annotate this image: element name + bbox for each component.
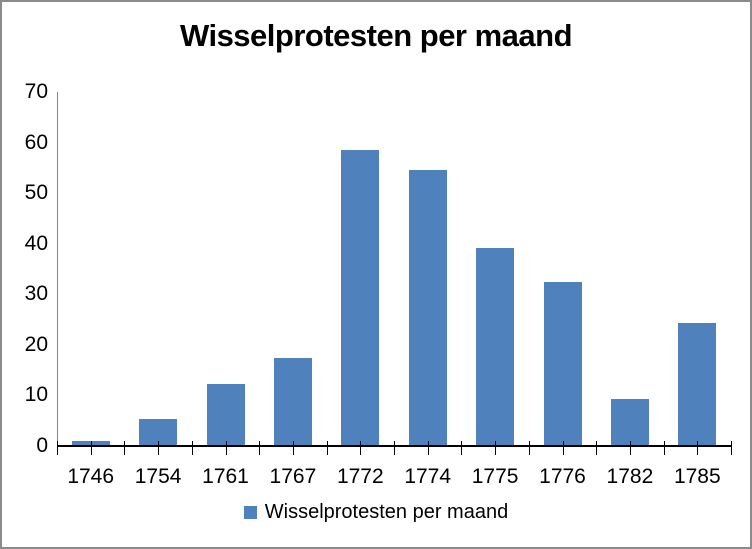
bar-1774 — [408, 170, 447, 446]
x-axis-tick — [596, 441, 598, 455]
x-axis-label-1746: 1746 — [67, 465, 115, 488]
x-axis-tick — [225, 441, 227, 455]
x-axis-tick — [90, 441, 92, 455]
bar-1772 — [341, 150, 380, 446]
y-axis-label-0: 0 — [36, 434, 48, 457]
x-axis-label-1767: 1767 — [269, 465, 317, 488]
y-axis-label-30: 30 — [24, 282, 48, 306]
bar-1761 — [206, 384, 245, 446]
y-axis-label-50: 50 — [24, 181, 48, 205]
x-axis-label-1754: 1754 — [134, 465, 182, 488]
x-axis-label-1785: 1785 — [673, 465, 721, 488]
x-axis-label-1776: 1776 — [539, 465, 586, 488]
y-axis-label-40: 40 — [24, 231, 48, 255]
bar-1776 — [543, 282, 582, 446]
x-axis-tick — [528, 441, 530, 455]
x-axis-tick — [461, 441, 463, 455]
x-axis-label-1782: 1782 — [606, 465, 654, 488]
y-axis-label-70: 70 — [24, 80, 48, 103]
bar-1782 — [610, 399, 649, 446]
x-axis-label-1772: 1772 — [336, 465, 384, 488]
x-axis-tick — [326, 441, 328, 455]
x-axis-tick — [394, 441, 395, 455]
legend: Wisselprotesten per maand — [2, 501, 750, 524]
x-axis-tick — [292, 441, 294, 455]
x-axis-tick — [697, 441, 699, 455]
x-axis-label-1775: 1775 — [471, 465, 519, 488]
x-axis-tick — [360, 441, 362, 455]
x-axis-tick — [495, 441, 497, 455]
x-axis-tick — [663, 441, 665, 455]
y-axis-label-20: 20 — [24, 332, 48, 356]
x-axis-tick — [191, 441, 193, 455]
y-axis-label-60: 60 — [24, 130, 48, 154]
x-axis-tick — [57, 441, 58, 455]
y-axis-label-10: 10 — [24, 383, 48, 407]
bar-1785 — [678, 323, 717, 446]
x-axis-tick — [259, 441, 261, 455]
bar-1767 — [273, 358, 312, 446]
x-axis-tick — [629, 441, 631, 455]
chart-title: Wisselprotesten per maand — [179, 18, 573, 53]
x-axis-tick — [562, 441, 564, 455]
x-axis-tick — [124, 441, 126, 455]
x-axis-label-1761: 1761 — [202, 465, 249, 488]
x-axis-label-1774: 1774 — [404, 465, 452, 488]
x-axis-tick — [158, 441, 160, 455]
bar-1775 — [476, 248, 515, 446]
x-axis-tick — [427, 441, 429, 455]
legend-swatch-icon — [243, 506, 257, 519]
legend-label: Wisselprotesten per maand — [264, 501, 509, 523]
x-axis-tick — [731, 441, 732, 455]
y-axis-line — [57, 92, 58, 446]
